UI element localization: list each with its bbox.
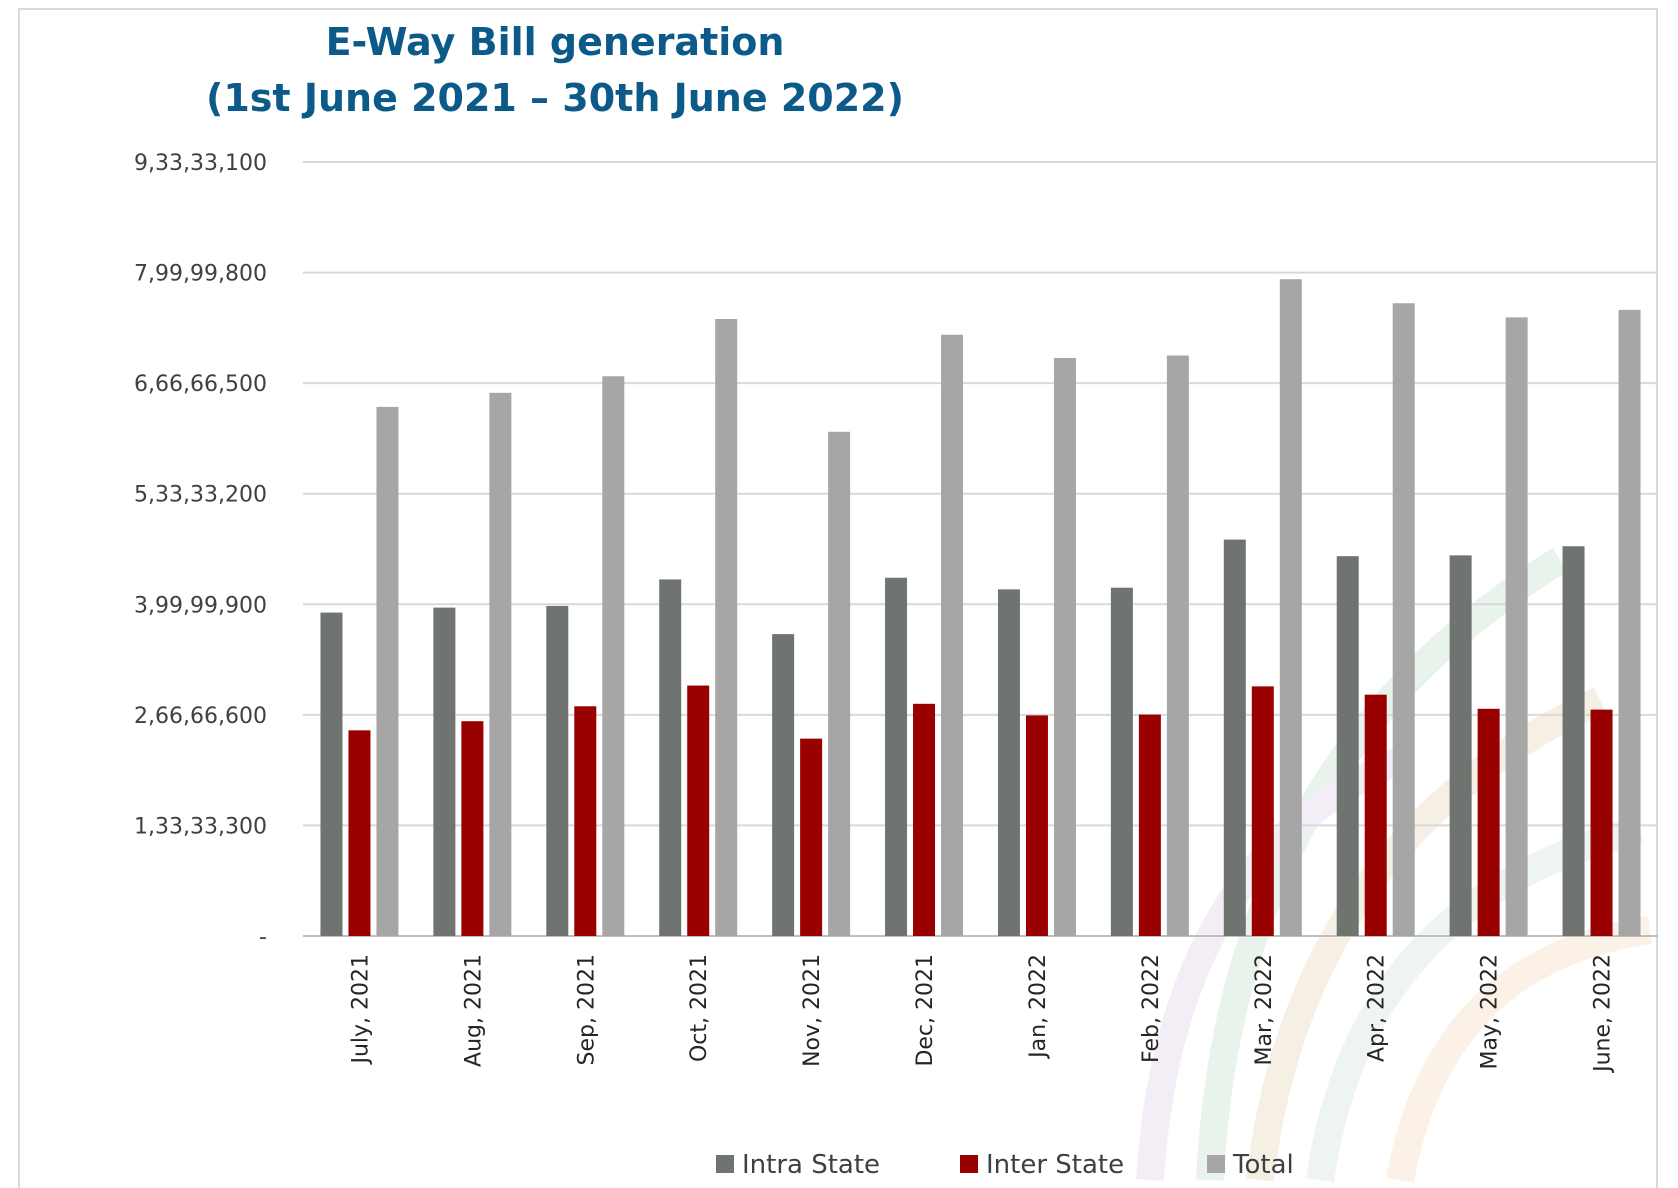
x-category-label: Nov, 2021: [800, 954, 825, 1067]
legend-label: Inter State: [986, 1150, 1124, 1180]
bar-intra-state: [659, 579, 682, 936]
bar-inter-state: [800, 738, 823, 936]
y-tick-label: 9,33,33,100: [134, 151, 267, 176]
bar-total: [1053, 357, 1076, 936]
bar-intra-state: [1562, 546, 1585, 936]
bar-intra-state: [320, 612, 343, 936]
bar-inter-state: [348, 730, 371, 936]
y-tick-label: 1,33,33,300: [134, 814, 267, 839]
bar-total: [489, 392, 512, 936]
x-category-label: Dec, 2021: [913, 954, 938, 1067]
bar-inter-state: [1590, 709, 1613, 936]
bar-inter-state: [1025, 715, 1048, 936]
bars: [320, 279, 1641, 937]
bar-total: [941, 334, 964, 936]
x-category-label: Sep, 2021: [574, 954, 599, 1065]
x-category-label: June, 2022: [1591, 954, 1616, 1074]
y-tick-label: 7,99,99,800: [134, 262, 267, 287]
x-category-label: July, 2021: [348, 954, 373, 1066]
legend-swatch: [716, 1155, 734, 1173]
x-category-label: Oct, 2021: [687, 954, 712, 1062]
bar-intra-state: [997, 589, 1020, 936]
bar-intra-state: [1336, 556, 1359, 936]
bar-intra-state: [1223, 539, 1246, 936]
bar-total: [1505, 317, 1528, 936]
legend-label: Total: [1232, 1150, 1294, 1180]
x-category-label: May, 2022: [1478, 954, 1503, 1069]
legend-swatch: [960, 1155, 978, 1173]
chart-subtitle: (1st June 2021 – 30th June 2022): [206, 76, 904, 120]
bar-total: [1618, 309, 1641, 937]
bar-inter-state: [574, 706, 597, 936]
legend-label: Intra State: [742, 1150, 880, 1180]
bar-inter-state: [461, 721, 484, 936]
bar-inter-state: [913, 703, 936, 936]
bar-inter-state: [1477, 708, 1500, 936]
y-tick-label: -: [259, 925, 267, 950]
bar-inter-state: [687, 685, 710, 936]
bar-intra-state: [433, 607, 456, 936]
x-category-label: Jan, 2022: [1026, 954, 1051, 1060]
x-category-label: Feb, 2022: [1139, 954, 1164, 1063]
bar-intra-state: [772, 634, 795, 936]
bar-total: [376, 406, 399, 936]
y-tick-label: 5,33,33,200: [134, 483, 267, 508]
decor-swirl-3: [1386, 916, 1652, 1183]
y-tick-label: 2,66,66,600: [134, 704, 267, 729]
legend: Intra State Inter State Total: [716, 1150, 1294, 1180]
bar-total: [1392, 303, 1415, 936]
x-category-label: Aug, 2021: [461, 954, 486, 1067]
chart-title-block: E-Way Bill generation (1st June 2021 – 3…: [110, 14, 1000, 126]
x-axis-category-labels: July, 2021 Aug, 2021 Sep, 2021 Oct, 2021 Nov…: [348, 954, 1615, 1074]
bar-total: [828, 431, 851, 936]
chart-title: E-Way Bill generation: [325, 20, 785, 64]
bar-intra-state: [885, 577, 908, 936]
bar-inter-state: [1138, 714, 1161, 936]
bar-total: [715, 319, 738, 936]
bar-inter-state: [1364, 694, 1387, 936]
grid-lines: [303, 161, 1658, 937]
x-category-label: Mar, 2022: [1252, 954, 1277, 1065]
x-category-label: Apr, 2022: [1365, 954, 1390, 1062]
bar-total: [1166, 355, 1189, 936]
bar-inter-state: [1251, 686, 1274, 936]
y-axis-tick-labels: - 1,33,33,300 2,66,66,600 3,99,99,900 5,33,3…: [134, 151, 267, 950]
bar-total: [602, 376, 625, 937]
y-tick-label: 3,99,99,900: [134, 593, 267, 618]
bar-intra-state: [1449, 555, 1472, 936]
bar-intra-state: [546, 605, 569, 936]
bar-total: [1279, 279, 1302, 936]
legend-swatch: [1207, 1155, 1225, 1173]
bar-intra-state: [1110, 587, 1133, 936]
y-tick-label: 6,66,66,500: [134, 372, 267, 397]
